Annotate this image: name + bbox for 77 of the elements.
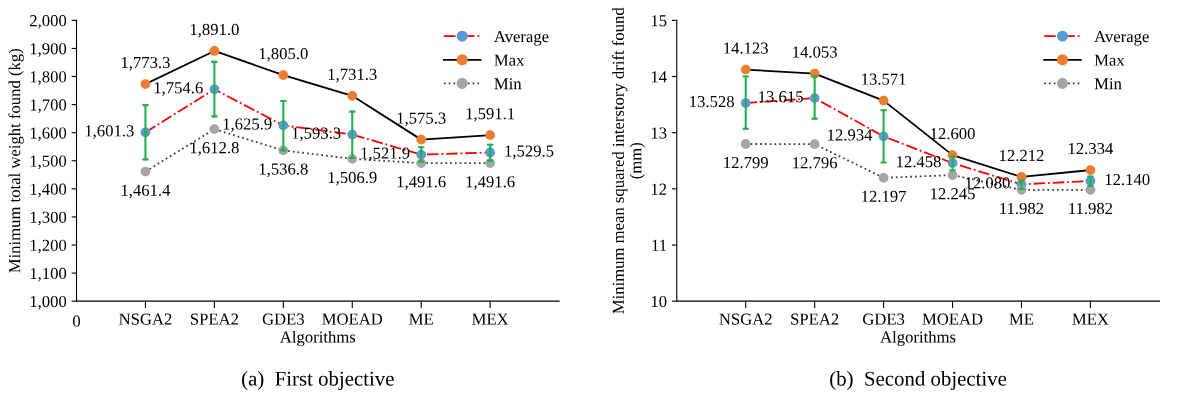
x-tick-label: ME (409, 313, 433, 325)
y-tick-label: 13 (651, 127, 667, 139)
data-label: 12.458 (897, 156, 941, 168)
text: (b) Second objective (830, 371, 1007, 390)
x-tick-label: NSGA2 (719, 313, 772, 325)
x-tick-label: SPEA2 (190, 313, 239, 325)
y-tick-label: 1,400 (30, 183, 67, 198)
x-axis-title: Algorithms (880, 330, 956, 347)
y-tick-label: 1,800 (30, 71, 67, 85)
data-label: 1,591.1 (466, 108, 515, 122)
data-label: 1,731.3 (328, 68, 377, 83)
x-tick-label: GDE3 (862, 313, 905, 325)
x-tick-label: SPEA2 (791, 313, 839, 325)
legend-label: Min (494, 78, 522, 90)
y-tick-label: 15 (651, 15, 667, 27)
x-tick-label: MEX (1072, 313, 1109, 325)
data-label: 1,754.6 (154, 82, 203, 96)
y-tick-label: 1,600 (30, 127, 67, 142)
x-tick-label: NSGA2 (119, 313, 172, 325)
x-tick-label: MOEAD (922, 313, 983, 325)
x-axis-title: Algorithms (279, 330, 356, 347)
data-label: 12.140 (1105, 173, 1150, 186)
y-axis-title: Minimum total weight found (kg) (8, 49, 24, 273)
legend-label: Max (494, 54, 525, 66)
y-tick-label: 2,000 (30, 15, 67, 29)
y-tick-label: 1,000 (30, 295, 67, 310)
y-tick-label: 1,500 (30, 155, 67, 170)
y-tick-label: 11 (652, 239, 667, 251)
data-label: 11.982 (1000, 202, 1044, 215)
data-label: 12.600 (931, 128, 975, 140)
data-label: 1,773.3 (121, 56, 170, 71)
x-tick-label: GDE3 (262, 313, 304, 325)
x-tick-label: ME (1009, 313, 1034, 325)
text: (a) First objective (242, 371, 394, 390)
data-label: 13.615 (759, 91, 803, 103)
data-label: 12.934 (828, 129, 873, 141)
x-tick-label: MOEAD (322, 313, 383, 325)
y-tick-label: 12 (651, 183, 667, 195)
data-label: 1,491.6 (466, 176, 515, 190)
legend-label: Average (1094, 31, 1149, 46)
y-axis-title: Minimum mean squared interstory drift found (mm) (612, 7, 645, 314)
data-label: 13.528 (690, 95, 734, 108)
data-label: 1,805.0 (259, 47, 308, 62)
x-tick-label: MEX (472, 313, 509, 325)
y-tick-label: 1,100 (30, 267, 67, 282)
y-tick-label: 10 (651, 295, 667, 308)
data-label: 14.053 (793, 46, 837, 58)
data-label: 12.245 (931, 188, 975, 200)
data-label: 1,575.3 (397, 112, 446, 127)
data-label: 1,529.5 (505, 145, 554, 160)
data-label: 1,506.9 (328, 171, 377, 186)
legend-label: Min (1094, 78, 1122, 90)
data-label: 1,491.6 (397, 176, 446, 190)
data-label: 12.796 (793, 157, 838, 169)
data-label: 1,593.3 (292, 127, 341, 142)
data-label: 1,625.9 (223, 118, 272, 132)
data-label: 12.334 (1068, 143, 1114, 155)
data-label: 11.982 (1069, 202, 1113, 215)
data-label: 14.123 (724, 42, 768, 54)
y-tick-label: 1,200 (30, 239, 67, 254)
text: 0 (72, 315, 81, 327)
data-label: 12.197 (862, 190, 907, 203)
y-tick-label: 14 (651, 71, 667, 83)
y-tick-label: 1,300 (30, 211, 67, 226)
data-label: 12.212 (1000, 149, 1044, 162)
data-label: 1,536.8 (259, 163, 308, 178)
data-label: 1,601.3 (85, 125, 134, 139)
data-label: 12.799 (724, 157, 768, 169)
y-tick-label: 1,700 (30, 99, 67, 113)
legend-label: Max (1094, 54, 1125, 66)
y-tick-label: 1,900 (30, 43, 67, 57)
data-label: 1,612.8 (190, 142, 239, 156)
data-label: 1,891.0 (190, 23, 239, 38)
legend-label: Average (494, 31, 549, 46)
data-label: 1,461.4 (121, 184, 171, 199)
data-label: 13.571 (862, 73, 906, 85)
data-label: 1,521.9 (361, 147, 410, 162)
